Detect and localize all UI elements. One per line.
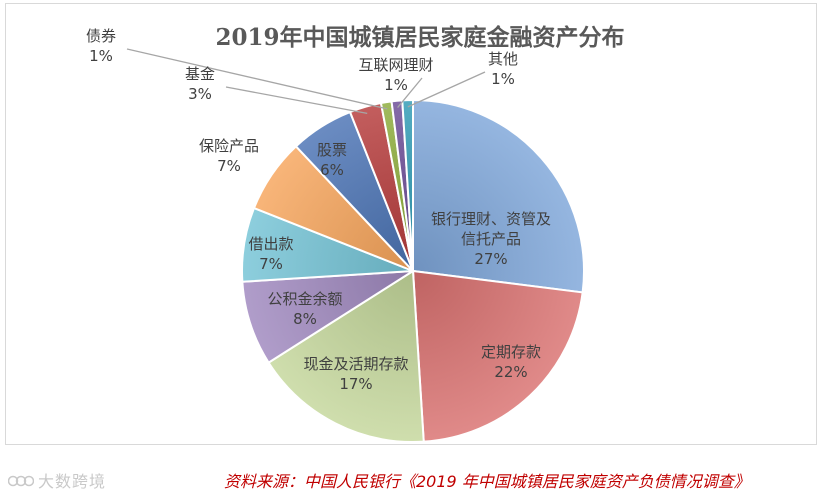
watermark: 大数跨境 xyxy=(8,468,106,492)
pie-slice xyxy=(411,269,584,443)
pie-slices xyxy=(241,98,585,443)
leader-line xyxy=(126,48,388,110)
watermark-logo-icon xyxy=(8,475,34,487)
watermark-text: 大数跨境 xyxy=(38,472,107,491)
slice-label: 债券 1% xyxy=(86,27,116,65)
pie-slice xyxy=(267,269,425,443)
slice-label: 基金 3% xyxy=(185,65,215,103)
slice-label: 银行理财、资管及信托产品 27% xyxy=(431,210,551,268)
pie-slice xyxy=(412,98,585,294)
chart-title: 2019年中国城镇居民家庭金融资产分布 xyxy=(215,24,624,51)
slice-label: 股票 6% xyxy=(317,141,347,179)
leader-line xyxy=(225,86,368,115)
chart-frame: 2019年中国城镇居民家庭金融资产分布 银行理财、资管及信托产品 27% 定期存款 2… xyxy=(5,3,817,445)
slice-label: 互联网理财 1% xyxy=(358,56,433,94)
source-note: 资料来源：中国人民银行《2019 年中国城镇居民家庭资产负债情况调查》 xyxy=(224,472,750,491)
leader-lines xyxy=(126,48,486,115)
slice-label: 保险产品 7% xyxy=(199,137,259,175)
slice-label: 其他 1% xyxy=(488,50,518,88)
leader-line xyxy=(397,77,423,109)
slice-label: 公积金余额 8% xyxy=(267,290,342,328)
pie-chart: 2019年中国城镇居民家庭金融资产分布 银行理财、资管及信托产品 27% 定期存款 2… xyxy=(86,24,625,443)
leader-line xyxy=(407,71,486,108)
slice-label: 定期存款 22% xyxy=(481,343,541,381)
slice-label: 现金及活期存款 17% xyxy=(303,355,408,393)
slice-label: 借出款 7% xyxy=(248,235,293,273)
slice-labels: 银行理财、资管及信托产品 27% 定期存款 22% 现金及活期存款 17% 公积金余额 8% 借… xyxy=(86,27,551,393)
pie-slice xyxy=(401,98,414,272)
